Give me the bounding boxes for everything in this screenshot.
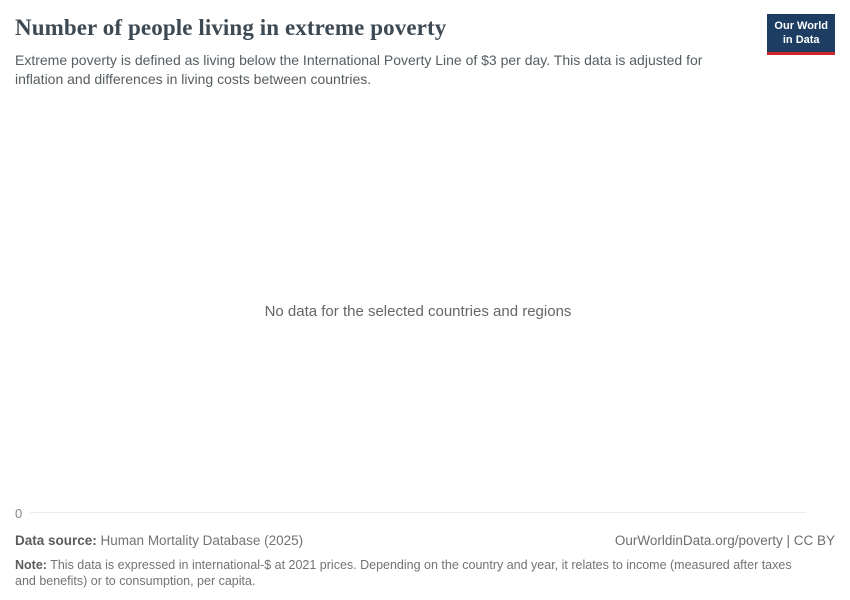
owid-logo-line2: in Data <box>782 34 820 47</box>
note-label: Note: <box>15 557 47 572</box>
chart-header: Number of people living in extreme pover… <box>15 14 835 89</box>
x-axis-line <box>30 512 806 513</box>
chart-subtitle: Extreme poverty is defined as living bel… <box>15 51 703 87</box>
chart-title: Number of people living in extreme pover… <box>15 15 447 40</box>
data-source-label: Data source: <box>15 533 97 548</box>
owid-logo-line1: Our World <box>774 20 828 32</box>
attribution-link[interactable]: OurWorldinData.org/poverty | CC BY <box>614 533 835 548</box>
owid-logo[interactable]: Our World in Data <box>767 14 835 55</box>
footer-note: Note: This data is expressed in internat… <box>15 557 815 590</box>
chart-footer: Data source: Human Mortality Database (2… <box>15 532 835 590</box>
data-source: Data source: Human Mortality Database (2… <box>15 532 303 550</box>
y-axis-tick-zero: 0 <box>15 506 23 521</box>
no-data-message: No data for the selected countries and r… <box>264 303 572 320</box>
data-source-value: Human Mortality Database (2025) <box>100 533 304 548</box>
footer-source-row: Data source: Human Mortality Database (2… <box>15 532 835 550</box>
note-text: This data is expressed in international-… <box>15 557 792 589</box>
